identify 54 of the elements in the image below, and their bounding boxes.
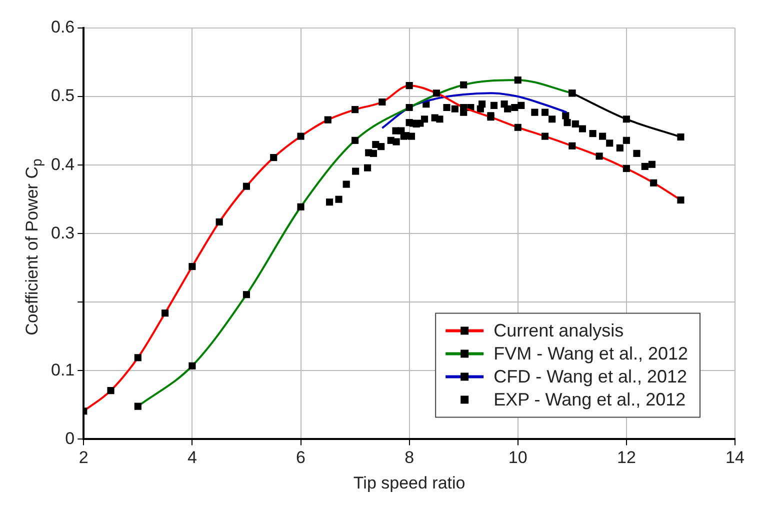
point <box>490 102 498 109</box>
x-tick-label: 6 <box>296 448 306 468</box>
point <box>370 150 378 157</box>
point <box>392 138 400 146</box>
x-tick-label: 14 <box>726 448 744 468</box>
y-tick-label: 0.3 <box>50 223 75 242</box>
point <box>478 100 486 108</box>
point <box>518 102 525 109</box>
point <box>677 133 684 141</box>
y-tick-label: 0.4 <box>50 154 75 174</box>
point <box>578 125 586 132</box>
point <box>562 112 570 120</box>
y-tick-label: 0.5 <box>50 86 75 106</box>
y-tick-label: 0.6 <box>50 18 75 37</box>
point <box>335 196 342 203</box>
point <box>364 164 372 172</box>
point <box>531 108 538 116</box>
legend-label: EXP - Wang et al., 2012 <box>494 390 686 410</box>
point <box>326 198 334 206</box>
y-tick-label: 0 <box>65 428 75 448</box>
point <box>436 116 444 123</box>
point <box>599 132 606 140</box>
point <box>564 119 571 126</box>
legend-label: CFD - Wang et al., 2012 <box>494 366 688 387</box>
point <box>622 136 630 144</box>
x-axis-title: Tip speed ratio <box>353 473 466 492</box>
point <box>541 108 549 116</box>
point <box>511 104 518 112</box>
y-tick-label: 0.1 <box>50 360 75 380</box>
point <box>420 116 428 123</box>
x-tick-label: 12 <box>616 448 636 468</box>
point <box>633 150 640 157</box>
point <box>342 180 350 188</box>
x-tick-label: 10 <box>508 448 528 468</box>
point <box>451 105 458 112</box>
legend-label: FVM - Wang et al., 2012 <box>494 344 688 364</box>
point <box>616 144 624 152</box>
legend-label: Current analysis <box>494 320 624 341</box>
point <box>606 140 614 147</box>
point <box>641 162 648 170</box>
point <box>504 105 512 112</box>
x-tick-label: 4 <box>187 448 197 468</box>
point <box>443 104 450 112</box>
point <box>589 130 596 138</box>
line-series <box>381 92 568 130</box>
point <box>378 143 385 150</box>
x-tick-label: 2 <box>78 448 88 468</box>
point <box>622 116 630 123</box>
point <box>572 120 579 128</box>
point <box>648 160 656 168</box>
x-tick-label: 8 <box>404 448 414 468</box>
point <box>352 168 360 175</box>
point <box>548 116 556 123</box>
point <box>408 132 416 140</box>
